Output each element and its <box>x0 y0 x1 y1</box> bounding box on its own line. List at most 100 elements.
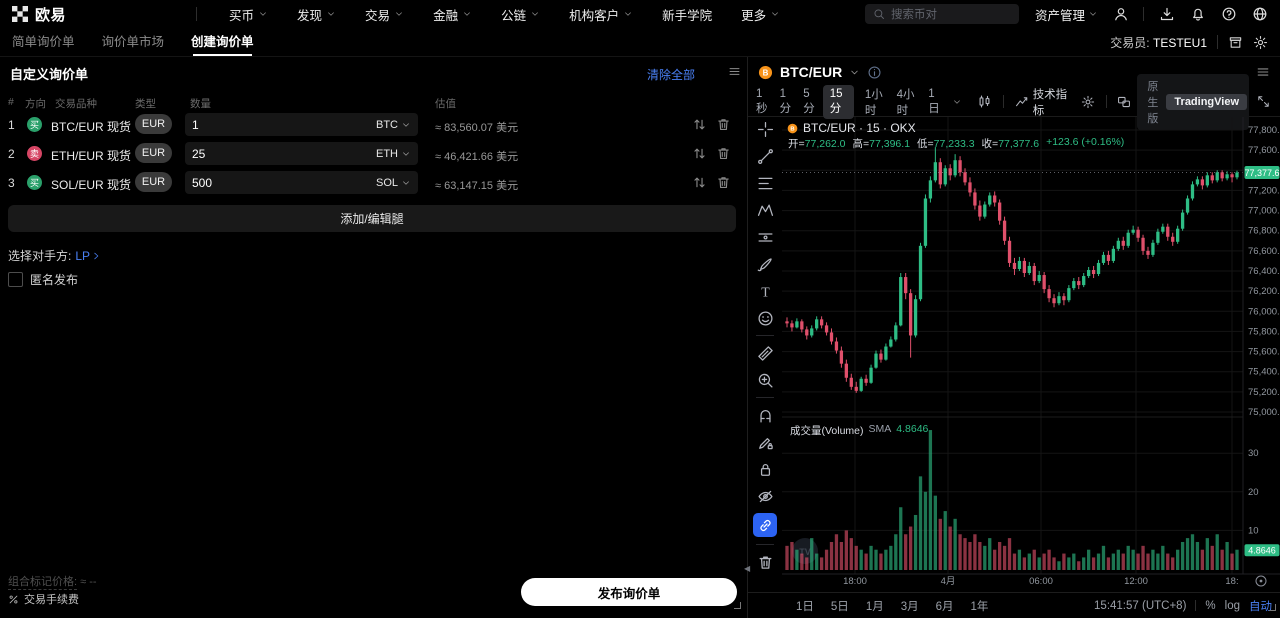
counterparty-select[interactable]: LP <box>75 249 101 263</box>
indicator-icon[interactable] <box>1015 95 1029 109</box>
fib-retracement-tool[interactable] <box>755 173 775 193</box>
chart-settings-icon[interactable] <box>1081 95 1095 109</box>
collapse-panel-arrow[interactable]: ◀ <box>744 564 751 573</box>
search-input[interactable]: 搜索币对 <box>864 4 1019 24</box>
range-5日[interactable]: 5日 <box>830 600 849 613</box>
log-scale-button[interactable]: log <box>1224 599 1240 612</box>
text-tool-tool[interactable]: T <box>755 281 775 301</box>
menu-item-trade[interactable]: 交易 <box>365 5 404 24</box>
leg-symbol[interactable]: SOL/EUR 现货 <box>51 178 132 192</box>
delete-leg-icon[interactable] <box>716 117 731 132</box>
leg-row: 3 买 SOL/EUR 现货 EUR 500 SOL ≈ 63,147.15 美元 <box>0 168 747 197</box>
unit-selector[interactable]: SOL <box>376 177 411 189</box>
okx-logo[interactable]: 欧易 <box>12 4 66 25</box>
assets-dropdown[interactable]: 资产管理 <box>1035 5 1098 24</box>
interval-15分[interactable]: 15分 <box>822 84 854 119</box>
native-version-tab[interactable]: 原生版 <box>1147 80 1159 125</box>
range-1年[interactable]: 1年 <box>970 600 989 613</box>
indicators-button[interactable]: 技术指标 <box>1032 88 1068 117</box>
swap-legs-icon[interactable] <box>692 175 707 190</box>
leg-currency-pill[interactable]: EUR <box>135 172 172 192</box>
clear-all-button[interactable]: 清除全部 <box>646 68 695 82</box>
xabcd-pattern-tool[interactable] <box>755 200 775 220</box>
tradingview-tab[interactable]: TradingView <box>1166 93 1248 110</box>
menu-label: 更多 <box>741 8 767 23</box>
zoom-in-tool[interactable] <box>755 370 775 390</box>
interval-1分[interactable]: 1分 <box>779 87 792 115</box>
unit-selector[interactable]: ETH <box>376 148 411 160</box>
download-icon[interactable] <box>1159 6 1175 22</box>
chevron-down-icon[interactable] <box>849 67 860 78</box>
interval-1小时[interactable]: 1小时 <box>864 88 883 117</box>
menu-icon[interactable] <box>1256 65 1270 79</box>
range-1月[interactable]: 1月 <box>865 600 884 613</box>
trend-line-tool[interactable] <box>755 146 775 166</box>
chevron-down-icon[interactable] <box>952 97 962 107</box>
svg-text:12:00: 12:00 <box>1124 576 1148 587</box>
range-3月[interactable]: 3月 <box>900 600 919 613</box>
resize-corner[interactable] <box>734 602 741 609</box>
add-edit-legs-button[interactable]: 添加/编辑腿 <box>8 205 736 232</box>
bell-icon[interactable] <box>1190 6 1206 22</box>
quantity-input[interactable]: 1 BTC <box>185 113 418 136</box>
unit-label: BTC <box>376 118 398 131</box>
swap-legs-icon[interactable] <box>692 146 707 161</box>
auto-scale-button[interactable]: 自动 <box>1249 600 1272 613</box>
menu-item-public-chain[interactable]: 公链 <box>501 5 540 24</box>
tab-rfq-market[interactable]: 询价单市场 <box>101 35 165 49</box>
publish-rfq-button[interactable]: 发布询价单 <box>521 578 737 606</box>
range-1日[interactable]: 1日 <box>796 600 814 613</box>
eye-hide-tool[interactable] <box>755 486 775 506</box>
quantity-input[interactable]: 500 SOL <box>185 171 418 194</box>
leg-symbol[interactable]: BTC/EUR 现货 <box>51 120 132 134</box>
archive-icon[interactable] <box>1228 35 1243 50</box>
interval-1日[interactable]: 1日 <box>928 87 940 115</box>
globe-icon[interactable] <box>1252 6 1268 22</box>
unit-selector[interactable]: BTC <box>376 119 411 131</box>
leg-currency-pill[interactable]: EUR <box>135 143 172 163</box>
delete-leg-icon[interactable] <box>716 175 731 190</box>
menu-item-finance[interactable]: 金融 <box>433 5 472 24</box>
link-tool[interactable] <box>753 513 777 537</box>
interval-4小时[interactable]: 4小时 <box>896 88 915 117</box>
trash-tool[interactable] <box>755 552 775 572</box>
column-header: 方向 <box>25 98 46 110</box>
tab-simple-rfq[interactable]: 简单询价单 <box>12 35 75 49</box>
crosshair-tool[interactable] <box>755 119 775 139</box>
gear-icon[interactable] <box>1253 35 1268 50</box>
swap-legs-icon[interactable] <box>692 117 707 132</box>
quantity-input[interactable]: 25 ETH <box>185 142 418 165</box>
resize-corner[interactable] <box>1269 604 1276 611</box>
multichart-icon[interactable] <box>1117 95 1131 109</box>
ohlc-part: 低=77,233.3 <box>917 138 975 150</box>
candlestick-chart[interactable]: TV77,800.077,600.077,400.077,200.077,000… <box>782 117 1280 592</box>
long-position-tool[interactable] <box>755 227 775 247</box>
leg-currency-pill[interactable]: EUR <box>135 114 172 134</box>
anonymous-checkbox[interactable] <box>8 272 23 287</box>
user-icon[interactable] <box>1113 6 1129 22</box>
emoji-tool[interactable] <box>755 308 775 328</box>
interval-5分[interactable]: 5分 <box>803 87 815 115</box>
info-icon[interactable] <box>867 65 882 80</box>
lock-tool[interactable] <box>755 459 775 479</box>
interval-1秒[interactable]: 1秒 <box>756 87 768 115</box>
magnet-tool[interactable] <box>755 405 775 425</box>
help-icon[interactable] <box>1221 6 1237 22</box>
menu-icon[interactable] <box>728 65 741 78</box>
brush-tool[interactable] <box>755 254 775 274</box>
candle-style-icon[interactable] <box>977 94 992 109</box>
draw-lock-tool[interactable] <box>755 432 775 452</box>
assets-label: 资产管理 <box>1034 8 1085 23</box>
menu-item-discover[interactable]: 发现 <box>297 5 336 24</box>
menu-item-academy[interactable]: 新手学院 <box>662 5 712 24</box>
ruler-tool[interactable] <box>755 343 775 363</box>
percent-scale-button[interactable]: % <box>1205 599 1216 612</box>
menu-item-more[interactable]: 更多 <box>741 5 780 24</box>
tab-create-rfq[interactable]: 创建询价单 <box>191 28 254 56</box>
range-6月[interactable]: 6月 <box>935 600 954 613</box>
leg-symbol[interactable]: ETH/EUR 现货 <box>51 149 132 163</box>
expand-icon[interactable] <box>1257 95 1270 108</box>
menu-item-institutional[interactable]: 机构客户 <box>569 5 633 24</box>
delete-leg-icon[interactable] <box>716 146 731 161</box>
menu-item-buy-crypto[interactable]: 买币 <box>229 5 268 24</box>
